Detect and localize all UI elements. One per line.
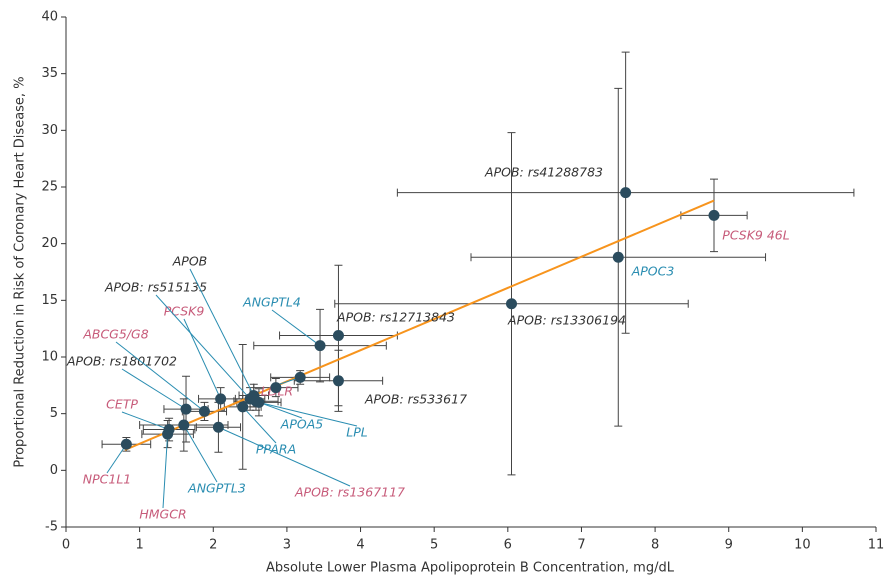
y-tick-label: 25	[41, 180, 58, 195]
fit-line	[124, 199, 715, 451]
x-tick-label: 3	[283, 538, 291, 553]
leader-line	[121, 368, 187, 410]
point-label: APOB: rs41288783	[484, 165, 603, 180]
y-tick-label: 15	[41, 293, 58, 308]
point-label: APOB: rs533617	[364, 392, 467, 407]
leader-line	[155, 294, 251, 400]
y-tick-label: 10	[41, 350, 58, 365]
point-label: PCSK9	[164, 304, 205, 319]
x-tick-label: 4	[356, 538, 364, 553]
point	[314, 340, 326, 352]
point-label: APOB: rs1367117	[294, 485, 405, 500]
y-tick-label: -5	[45, 520, 58, 535]
point	[163, 424, 175, 436]
leader-line	[189, 268, 255, 396]
point-label: APOB: rs1801702	[66, 354, 177, 369]
point-label: HMGCR	[139, 507, 186, 522]
point-label: ANGPTL4	[242, 295, 301, 310]
x-tick-label: 7	[577, 538, 585, 553]
point-label: CETP	[106, 397, 138, 412]
leader-line	[162, 434, 169, 509]
x-tick-label: 8	[651, 538, 659, 553]
x-tick-label: 10	[794, 538, 811, 553]
x-tick-label: 11	[868, 538, 885, 553]
y-tick-label: 20	[41, 236, 58, 251]
x-tick-label: 0	[62, 538, 70, 553]
point	[612, 251, 624, 263]
y-tick-label: 0	[50, 463, 58, 478]
x-axis-label: Absolute Lower Plasma Apolipoprotein B C…	[266, 561, 675, 576]
point	[332, 375, 344, 387]
point	[237, 401, 249, 413]
point-label: NPC1L1	[83, 472, 132, 487]
point-label: APOB	[172, 254, 208, 269]
leader-line	[183, 424, 218, 483]
point	[198, 405, 210, 417]
point	[332, 329, 344, 341]
point	[506, 298, 517, 310]
point	[212, 421, 224, 433]
point-label: APOB: rs12713843	[336, 310, 455, 325]
x-tick-label: 9	[725, 538, 733, 553]
point-label: PPARA	[256, 442, 296, 457]
x-tick-label: 6	[504, 538, 512, 553]
leader-line	[271, 309, 321, 347]
point-label: ABCG5/G8	[82, 327, 148, 342]
leader-line	[183, 318, 222, 400]
point	[708, 209, 720, 221]
point	[253, 396, 265, 408]
x-tick-label: 2	[209, 538, 217, 553]
point	[620, 187, 632, 199]
point	[270, 382, 282, 394]
point	[178, 419, 190, 431]
leader-line	[258, 401, 358, 427]
point-label: APOB: rs13306194	[507, 313, 626, 328]
y-tick-label: 5	[50, 406, 58, 421]
leader-line	[218, 426, 351, 487]
leader-line	[115, 341, 205, 412]
y-tick-label: 40	[41, 10, 58, 25]
point	[294, 371, 306, 383]
leader-line	[106, 443, 127, 474]
point	[120, 438, 132, 450]
leader-line	[121, 411, 170, 431]
point-label: PCSK9 46L	[722, 228, 789, 243]
point-label: APOA5	[280, 417, 323, 432]
point-label: LPL	[346, 425, 368, 440]
y-tick-label: 35	[41, 66, 58, 81]
point-label: APOC3	[631, 264, 675, 279]
point	[180, 403, 192, 415]
point-label: APOB: rs515135	[104, 280, 207, 295]
point	[215, 393, 227, 405]
y-tick-label: 30	[41, 123, 58, 138]
x-tick-label: 1	[135, 538, 143, 553]
leader-line	[242, 406, 277, 444]
point-label: ANGPTL3	[187, 481, 246, 496]
x-tick-label: 5	[430, 538, 438, 553]
y-axis-label: Proportional Reduction in Risk of Corona…	[13, 76, 28, 467]
